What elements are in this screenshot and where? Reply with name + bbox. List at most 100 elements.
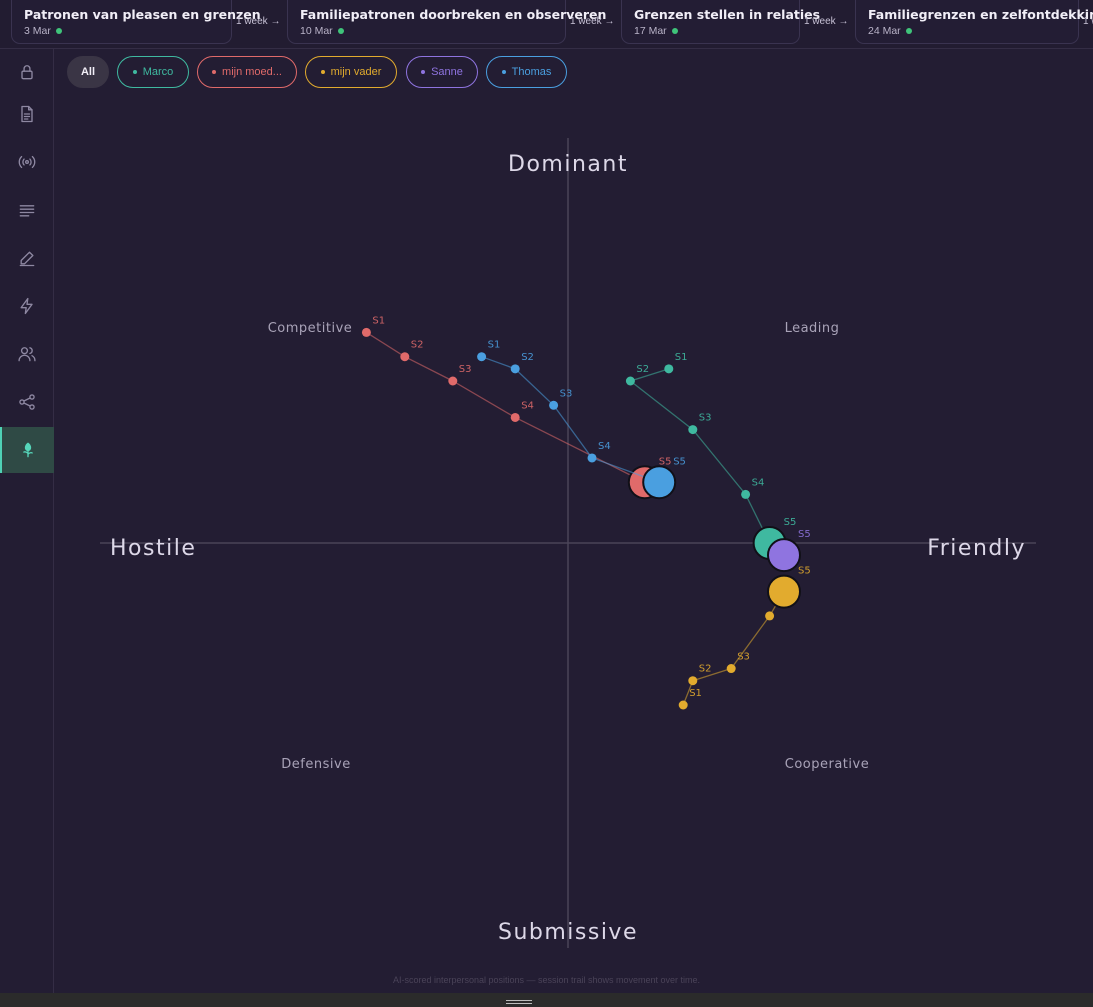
session-point[interactable] (510, 364, 520, 374)
trail-segment (730, 615, 771, 669)
series-2: S1 S2 S3 S4 S5 (625, 352, 797, 560)
point-label: S3 (737, 652, 750, 663)
status-dot-icon (337, 28, 344, 34)
session-point[interactable] (765, 611, 775, 621)
chip-label: Marco (142, 66, 174, 78)
flower-icon (23, 442, 33, 458)
trail-segment (630, 368, 669, 382)
series-1: S1 S2 S3 S4 S5 (477, 340, 686, 500)
session-gap-label: 1 w (1083, 16, 1093, 27)
session-point[interactable] (361, 327, 371, 337)
trail-segment (514, 416, 646, 483)
session-date: 17 Mar (634, 25, 667, 37)
chip-dot-icon (501, 70, 506, 74)
sidebar-item-people[interactable] (0, 331, 54, 377)
session-title: Grenzen stellen in relaties (634, 7, 821, 22)
bottom-bar (0, 993, 1093, 1007)
sidebar-item-lock[interactable] (0, 49, 54, 95)
session-point[interactable] (587, 453, 597, 463)
point-label: S3 (459, 364, 472, 375)
broadcast-icon (18, 155, 36, 169)
session-card[interactable]: Grenzen stellen in relaties 17 Mar (621, 0, 821, 44)
current-position-marker[interactable] (767, 574, 801, 609)
drag-handle-icon[interactable] (506, 1000, 532, 1004)
point-label: S1 (675, 352, 688, 363)
point-label: S3 (699, 413, 712, 424)
chip-label: Thomas (511, 66, 552, 78)
point-label: S2 (699, 664, 712, 675)
session-point[interactable] (741, 489, 751, 499)
point-label: S5 (659, 456, 672, 467)
session-point[interactable] (664, 364, 674, 374)
session-point[interactable] (688, 676, 698, 686)
chip-label: Sanne (431, 66, 463, 78)
point-label: S2 (411, 340, 424, 351)
filter-chip-thomas[interactable]: Thomas (486, 56, 567, 88)
trail-segment (514, 368, 555, 406)
quadrant-label-top-right: Leading (785, 321, 840, 336)
session-point[interactable] (477, 352, 487, 362)
point-label: S4 (521, 400, 534, 411)
session-point[interactable] (726, 664, 736, 674)
point-label: S3 (560, 388, 573, 399)
trail-segment (692, 667, 732, 682)
share-icon (19, 394, 35, 410)
current-position-marker[interactable] (767, 538, 801, 573)
trail-segment (692, 429, 747, 495)
sidebar-item-share[interactable] (0, 379, 54, 425)
point-label: S5 (798, 529, 811, 540)
session-card[interactable]: Patronen van pleasen en grenzen 3 Mar (11, 0, 261, 44)
filter-chip-mijn-vader[interactable]: mijn vader (305, 56, 397, 88)
trail-segment (404, 356, 454, 382)
session-point[interactable] (549, 400, 559, 410)
lock-icon (21, 65, 33, 80)
filter-chip-sanne[interactable]: Sanne (406, 56, 478, 88)
status-dot-icon (55, 28, 62, 34)
chip-label: mijn vader (330, 66, 382, 78)
document-icon (21, 105, 33, 123)
sidebar-item-document[interactable] (0, 91, 54, 137)
session-point[interactable] (688, 425, 698, 435)
filter-chip-all[interactable]: All (67, 56, 109, 88)
lightning-icon (20, 297, 33, 315)
quadrant-label-bottom-right: Cooperative (785, 757, 869, 772)
current-position-marker[interactable] (642, 465, 677, 500)
axis-label-bottom: Submissive (498, 920, 638, 945)
filter-chip-marco[interactable]: Marco (117, 56, 189, 88)
session-point[interactable] (510, 412, 520, 422)
point-label: S2 (636, 364, 649, 375)
status-dot-icon (671, 28, 678, 34)
session-point[interactable] (448, 376, 458, 386)
quadrant-label-top-left: Competitive (268, 321, 353, 336)
session-point[interactable] (678, 700, 688, 710)
chip-dot-icon (320, 70, 325, 74)
chip-label: All (80, 66, 96, 78)
text-lines-icon (19, 205, 35, 217)
sidebar-item-growth[interactable] (0, 427, 54, 473)
session-timeline: Patronen van pleasen en grenzen 3 Mar 1 … (0, 0, 1093, 49)
session-point[interactable] (400, 352, 410, 362)
sidebar-item-insights[interactable] (0, 283, 54, 329)
sidebar-item-broadcast[interactable] (0, 139, 54, 185)
chip-label: mijn moed... (222, 66, 282, 78)
sidebar-item-edit[interactable] (0, 235, 54, 281)
trail-segment (366, 331, 406, 358)
footer-note: AI-scored interpersonal positions — sess… (392, 975, 701, 985)
series-layer: S1S2S3S4S5S1S2S3S4S5S1S2S3S4S5S5S1S2S3S4… (361, 315, 811, 710)
session-card[interactable]: Familiegrenzen en zelfontdekking 24 Mar (855, 0, 1093, 44)
status-dot-icon (905, 28, 912, 34)
trail-segment (630, 380, 694, 431)
point-label: S5 (784, 517, 797, 528)
point-label: S5 (798, 566, 811, 577)
session-card[interactable]: Familiepatronen doorbreken en observeren… (287, 0, 606, 44)
sidebar-item-text[interactable] (0, 187, 54, 233)
session-point[interactable] (625, 376, 635, 386)
session-title: Familiegrenzen en zelfontdekking (868, 7, 1093, 22)
filter-chip-mijn-moeder[interactable]: mijn moed... (197, 56, 297, 88)
point-label: S4 (598, 441, 611, 452)
pen-icon (19, 251, 35, 267)
session-gap-label: 1 week → (570, 16, 615, 27)
chip-dot-icon (212, 70, 217, 74)
trail-segment (553, 404, 593, 459)
